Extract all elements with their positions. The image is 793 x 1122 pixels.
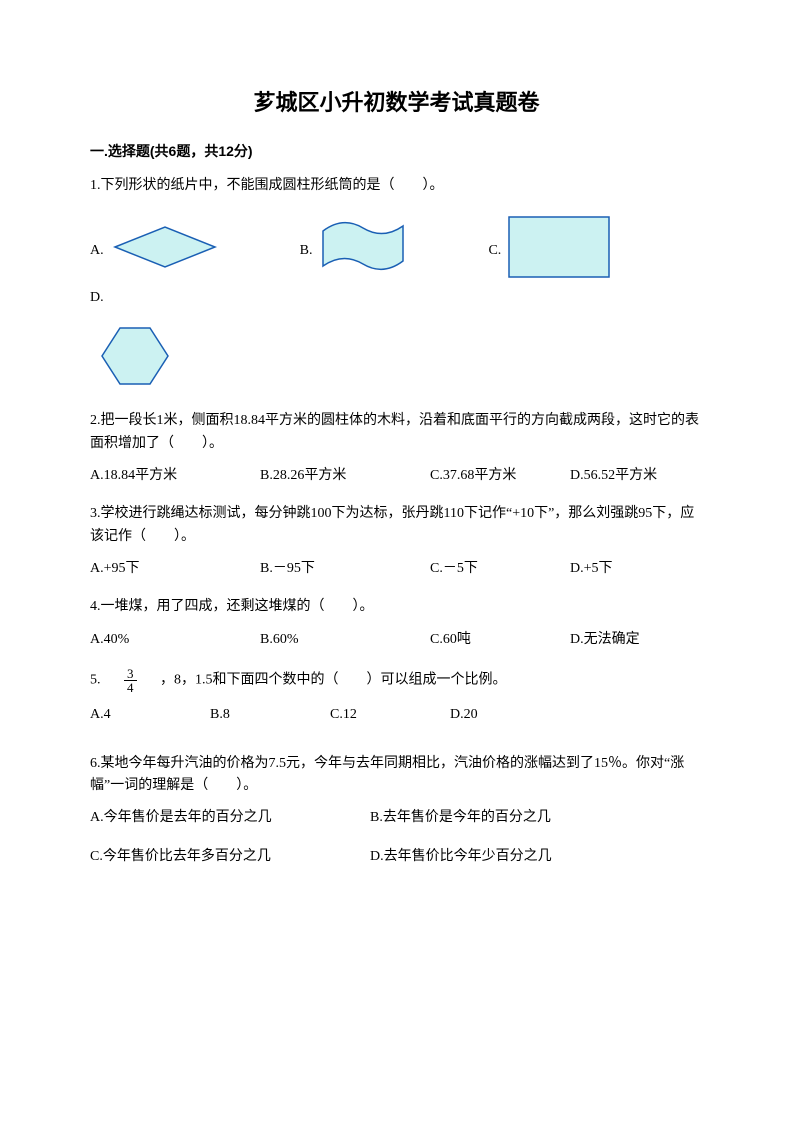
q1-opt-c-label: C. bbox=[488, 240, 501, 262]
fraction-3-4: 3 4 bbox=[124, 667, 137, 694]
q3-options: A.+95下 B.－95下 C.－5下 D.+5下 bbox=[90, 558, 703, 580]
q2-opt-c: C.37.68平方米 bbox=[430, 465, 570, 487]
section-header-1: 一.选择题(共6题，共12分) bbox=[90, 140, 703, 162]
q2-opt-d: D.56.52平方米 bbox=[570, 465, 657, 487]
shape-hexagon-icon bbox=[100, 326, 170, 394]
q2-text: 2.把一段长1米，侧面积18.84平方米的圆柱体的木料，沿着和底面平行的方向截成… bbox=[90, 410, 703, 455]
shape-diamond-icon bbox=[110, 222, 220, 280]
q5-line: 5. 3 4 ，8，1.5和下面四个数中的（ ）可以组成一个比例。 bbox=[90, 667, 703, 694]
question-5: 5. 3 4 ，8，1.5和下面四个数中的（ ）可以组成一个比例。 A.4 B.… bbox=[90, 667, 703, 726]
question-4: 4.一堆煤，用了四成，还剩这堆煤的（ ）。 A.40% B.60% C.60吨 … bbox=[90, 596, 703, 651]
shape-rect-icon bbox=[507, 215, 611, 287]
q2-options: A.18.84平方米 B.28.26平方米 C.37.68平方米 D.56.52… bbox=[90, 465, 703, 487]
q6-opt-d: D.去年售价比今年少百分之几 bbox=[370, 846, 650, 868]
fraction-denominator: 4 bbox=[124, 681, 137, 694]
shape-wave-icon bbox=[318, 216, 408, 286]
q5-opt-c: C.12 bbox=[330, 704, 450, 726]
q4-opt-c: C.60吨 bbox=[430, 629, 570, 651]
q2-opt-b: B.28.26平方米 bbox=[260, 465, 430, 487]
question-6: 6.某地今年每升汽油的价格为7.5元，今年与去年同期相比，汽油价格的涨幅达到了1… bbox=[90, 753, 703, 869]
q6-options-row2: C.今年售价比去年多百分之几 D.去年售价比今年少百分之几 bbox=[90, 846, 703, 868]
q4-options: A.40% B.60% C.60吨 D.无法确定 bbox=[90, 629, 703, 651]
q6-opt-b: B.去年售价是今年的百分之几 bbox=[370, 807, 650, 829]
q3-opt-c: C.－5下 bbox=[430, 558, 570, 580]
q1-opt-a-label: A. bbox=[90, 240, 104, 262]
q4-opt-a: A.40% bbox=[90, 629, 260, 651]
q5-pre: 5. bbox=[90, 673, 115, 688]
q2-opt-a: A.18.84平方米 bbox=[90, 465, 260, 487]
q6-options-row1: A.今年售价是去年的百分之几 B.去年售价是今年的百分之几 bbox=[90, 807, 703, 829]
page-title: 芗城区小升初数学考试真题卷 bbox=[90, 85, 703, 120]
question-3: 3.学校进行跳绳达标测试，每分钟跳100下为达标，张丹跳110下记作“+10下”… bbox=[90, 503, 703, 580]
q5-options: A.4 B.8 C.12 D.20 bbox=[90, 704, 703, 726]
q4-text: 4.一堆煤，用了四成，还剩这堆煤的（ ）。 bbox=[90, 596, 703, 618]
q1-opt-b-label: B. bbox=[300, 240, 313, 262]
q3-text: 3.学校进行跳绳达标测试，每分钟跳100下为达标，张丹跳110下记作“+10下”… bbox=[90, 503, 703, 548]
q5-post: ，8，1.5和下面四个数中的（ ）可以组成一个比例。 bbox=[146, 673, 507, 688]
q5-opt-b: B.8 bbox=[210, 704, 330, 726]
q5-opt-d: D.20 bbox=[450, 704, 570, 726]
q6-opt-a: A.今年售价是去年的百分之几 bbox=[90, 807, 370, 829]
q3-opt-d: D.+5下 bbox=[570, 558, 613, 580]
q1-opt-d-label: D. bbox=[90, 287, 104, 309]
q3-opt-b: B.－95下 bbox=[260, 558, 430, 580]
q1-options-row1: A. B. C. bbox=[90, 215, 703, 310]
q6-opt-c: C.今年售价比去年多百分之几 bbox=[90, 846, 370, 868]
q4-opt-d: D.无法确定 bbox=[570, 629, 640, 651]
question-1: 1.下列形状的纸片中，不能围成圆柱形纸筒的是（ ）。 A. B. bbox=[90, 175, 703, 395]
q5-opt-a: A.4 bbox=[90, 704, 210, 726]
q3-opt-a: A.+95下 bbox=[90, 558, 260, 580]
q6-text: 6.某地今年每升汽油的价格为7.5元，今年与去年同期相比，汽油价格的涨幅达到了1… bbox=[90, 753, 703, 798]
q1-options-row2 bbox=[90, 326, 703, 394]
q4-opt-b: B.60% bbox=[260, 629, 430, 651]
q1-text: 1.下列形状的纸片中，不能围成圆柱形纸筒的是（ ）。 bbox=[90, 175, 703, 197]
exam-page: 芗城区小升初数学考试真题卷 一.选择题(共6题，共12分) 1.下列形状的纸片中… bbox=[0, 0, 793, 944]
question-2: 2.把一段长1米，侧面积18.84平方米的圆柱体的木料，沿着和底面平行的方向截成… bbox=[90, 410, 703, 487]
fraction-numerator: 3 bbox=[124, 667, 137, 681]
